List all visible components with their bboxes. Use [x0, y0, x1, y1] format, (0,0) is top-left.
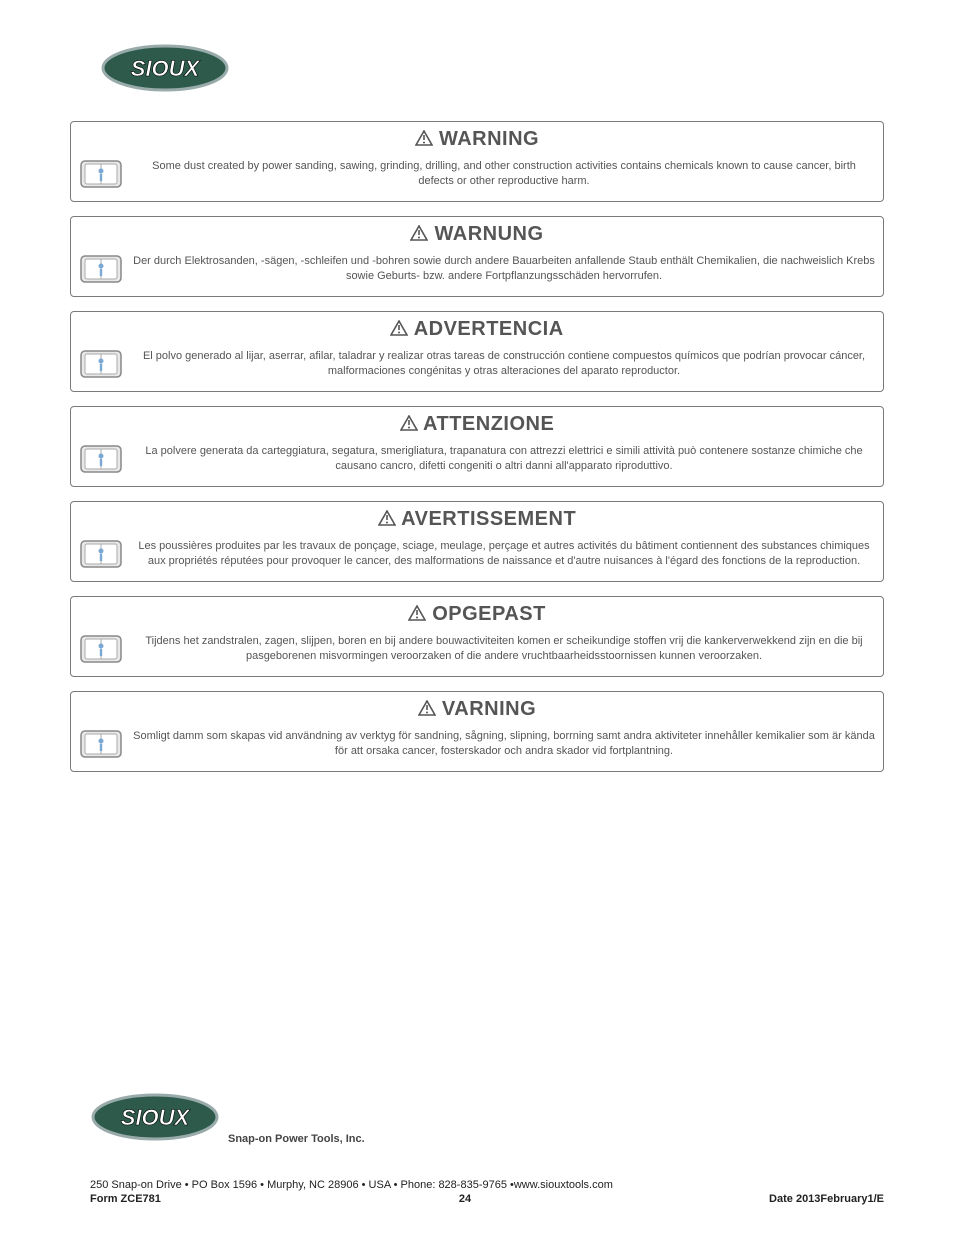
warning-block: OPGEPAST Tijdens het zandstralen, zagen,… [70, 596, 884, 677]
warning-row: El polvo generado al lijar, aserrar, afi… [79, 345, 875, 383]
warning-row: Somligt damm som skapas vid användning a… [79, 725, 875, 763]
manual-book-icon [79, 250, 123, 288]
warning-heading-text: OPGEPAST [432, 603, 546, 625]
warning-body: Der durch Elektrosanden, -sägen, -schlei… [133, 254, 875, 284]
warning-body: Somligt damm som skapas vid användning a… [133, 729, 875, 759]
warning-heading: VARNING [79, 698, 875, 721]
warning-heading: ATTENZIONE [79, 413, 875, 436]
company-name: Snap-on Power Tools, Inc. [228, 1133, 365, 1145]
warning-heading-text: AVERTISSEMENT [401, 508, 576, 530]
warning-body: La polvere generata da carteggiatura, se… [133, 444, 875, 474]
warning-block: ATTENZIONE La polvere generata da carteg… [70, 406, 884, 487]
footer: 250 Snap-on Drive • PO Box 1596 • Murphy… [90, 1179, 884, 1205]
logo-bottom: SIOUX Snap-on Power Tools, Inc. [90, 1089, 365, 1145]
warning-heading: WARNUNG [79, 223, 875, 246]
warning-heading-text: VARNING [442, 698, 536, 720]
manual-book-icon [79, 440, 123, 478]
warning-block: VARNING Somligt damm som skapas vid anvä… [70, 691, 884, 772]
manual-book-icon [79, 155, 123, 193]
manual-book-icon [79, 345, 123, 383]
warning-body: El polvo generado al lijar, aserrar, afi… [133, 349, 875, 379]
warning-heading: ADVERTENCIA [79, 318, 875, 341]
warning-block: AVERTISSEMENT Les poussières produites p… [70, 501, 884, 582]
warning-row: La polvere generata da carteggiatura, se… [79, 440, 875, 478]
warning-heading: OPGEPAST [79, 603, 875, 626]
sioux-logo-icon: SIOUX [100, 40, 230, 96]
warning-heading: WARNING [79, 128, 875, 151]
footer-address: 250 Snap-on Drive • PO Box 1596 • Murphy… [90, 1179, 884, 1191]
footer-page: 24 [459, 1193, 471, 1205]
manual-book-icon [79, 630, 123, 668]
manual-book-icon [79, 725, 123, 763]
warning-heading-text: WARNUNG [435, 223, 544, 245]
sioux-logo-icon: SIOUX [90, 1089, 220, 1145]
manual-book-icon [79, 535, 123, 573]
warning-block: ADVERTENCIA El polvo generado al lijar, … [70, 311, 884, 392]
warning-body: Les poussières produites par les travaux… [133, 539, 875, 569]
footer-form: Form ZCE781 [90, 1193, 161, 1205]
warning-row: Der durch Elektrosanden, -sägen, -schlei… [79, 250, 875, 288]
footer-date: Date 2013February1/E [769, 1193, 884, 1205]
warning-row: Some dust created by power sanding, sawi… [79, 155, 875, 193]
warning-block: WARNUNG Der durch Elektrosanden, -sägen,… [70, 216, 884, 297]
svg-text:SIOUX: SIOUX [121, 1105, 191, 1130]
warning-body: Tijdens het zandstralen, zagen, slijpen,… [133, 634, 875, 664]
warning-heading-text: WARNING [439, 128, 539, 150]
warning-row: Les poussières produites par les travaux… [79, 535, 875, 573]
svg-text:SIOUX: SIOUX [131, 56, 201, 81]
warning-heading: AVERTISSEMENT [79, 508, 875, 531]
warning-heading-text: ADVERTENCIA [414, 318, 564, 340]
warning-heading-text: ATTENZIONE [423, 413, 554, 435]
logo-top: SIOUX [100, 40, 884, 101]
warning-body: Some dust created by power sanding, sawi… [133, 159, 875, 189]
warning-row: Tijdens het zandstralen, zagen, slijpen,… [79, 630, 875, 668]
warning-block: WARNING Some dust created by power sandi… [70, 121, 884, 202]
